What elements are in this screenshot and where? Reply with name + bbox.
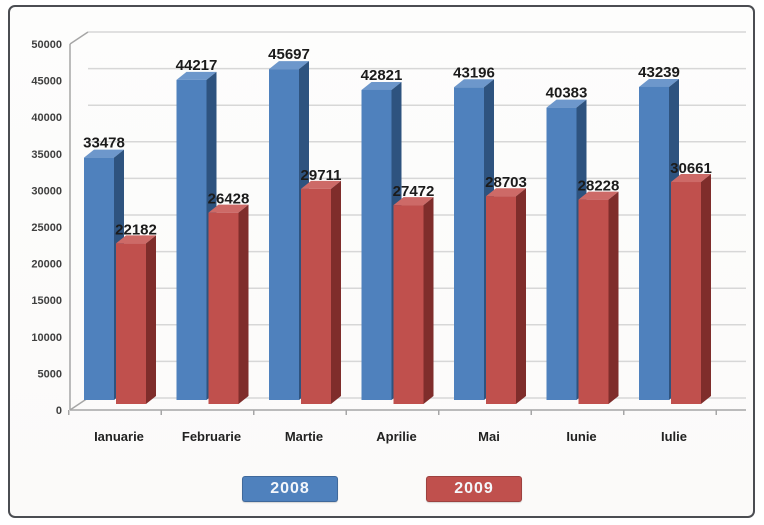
bar-2009-martie-top — [301, 180, 341, 189]
x-axis-label-iunie: Iunie — [566, 429, 596, 444]
data-label-2009-mai: 28703 — [485, 174, 527, 191]
data-label-2008-aprilie: 42821 — [361, 67, 403, 84]
data-label-2009-iunie: 28228 — [578, 178, 620, 195]
bar-2008-mai — [454, 87, 484, 401]
bar-2009-iulie-top — [671, 174, 711, 183]
bar-2009-ianuarie-top — [116, 235, 156, 244]
bar-2008-iunie-top — [546, 99, 587, 108]
x-axis-label-ianuarie: Ianuarie — [94, 429, 144, 444]
data-label-2008-iunie: 40383 — [546, 85, 588, 102]
data-label-2008-februarie: 44217 — [176, 57, 218, 74]
data-label-2009-iulie: 30661 — [670, 160, 712, 177]
x-axis-label-martie: Martie — [285, 429, 323, 444]
bar-2009-mai-top — [486, 188, 526, 197]
bar-2009-aprilie-top — [393, 197, 434, 206]
legend-item-2009: 2009 — [426, 476, 522, 502]
bar-2009-iunie-top — [578, 191, 619, 200]
bar-2009-aprilie-side — [423, 197, 434, 404]
bar-2008-martie — [269, 69, 299, 400]
chart-legend: 2008 2009 — [0, 476, 764, 502]
y-axis-label: 35000 — [31, 149, 62, 161]
bar-2008-iulie-top — [639, 78, 679, 87]
bar-2008-iunie — [546, 107, 577, 401]
bar-2009-ianuarie-side — [146, 235, 156, 404]
data-label-2009-aprilie: 27472 — [393, 183, 435, 200]
bar-2008-ianuarie-top — [84, 149, 124, 158]
legend-label-2008: 2008 — [270, 480, 310, 497]
bar-2009-martie-side — [331, 180, 341, 404]
bar-2008-iulie — [639, 86, 669, 400]
y-axis-label: 50000 — [31, 39, 62, 51]
y-axis-label: 45000 — [31, 76, 62, 88]
y-axis-label: 20000 — [31, 259, 62, 271]
bar-2009-februarie — [208, 212, 239, 404]
bar-2009-februarie-side — [238, 204, 249, 404]
data-label-2008-mai: 43196 — [453, 64, 495, 81]
bar-chart: 0 5000 10000 15000 20000 25000 30000 35000 40000… — [31, 31, 746, 444]
bar-2008-februarie-top — [176, 71, 217, 80]
y-axis-label: 0 — [56, 405, 62, 417]
x-axis-label-aprilie: Aprilie — [376, 429, 416, 444]
bar-2008-februarie — [176, 79, 207, 400]
bar-2009-aprilie — [393, 205, 424, 404]
bar-2008-aprilie-top — [361, 81, 402, 90]
bar-2008-aprilie — [361, 89, 392, 401]
bar-2009-iulie — [671, 182, 701, 404]
bar-2009-iunie — [578, 199, 609, 404]
data-label-2008-martie: 45697 — [268, 46, 310, 63]
bar-2009-iunie-side — [608, 191, 619, 404]
y-axis-label: 25000 — [31, 222, 62, 234]
bar-2009-ianuarie — [116, 243, 146, 404]
bar-2008-mai-top — [454, 79, 494, 88]
data-label-2008-iulie: 43239 — [638, 64, 680, 81]
data-label-2009-februarie: 26428 — [208, 191, 250, 208]
bar-2009-iulie-side — [701, 174, 711, 404]
y-axis-label: 40000 — [31, 112, 62, 124]
x-axis-label-februarie: Februarie — [182, 429, 241, 444]
x-axis-label-iulie: Iulie — [661, 429, 687, 444]
y-axis-label: 5000 — [38, 368, 62, 380]
y-axis-label: 15000 — [31, 295, 62, 307]
bar-2009-mai — [486, 196, 516, 404]
wall-top-edge — [69, 31, 89, 45]
legend-item-2008: 2008 — [242, 476, 338, 502]
bar-2009-februarie-top — [208, 204, 249, 213]
bar-2009-mai-side — [516, 188, 526, 404]
legend-label-2009: 2009 — [454, 480, 494, 497]
x-axis-label-mai: Mai — [478, 429, 500, 444]
bar-2008-martie-top — [269, 61, 309, 70]
data-label-2009-martie: 29711 — [301, 167, 342, 184]
bar-2008-ianuarie — [84, 157, 114, 400]
y-axis-label: 10000 — [31, 332, 62, 344]
y-axis-label: 30000 — [31, 185, 62, 197]
bar-2009-martie — [301, 188, 331, 404]
data-label-2009-ianuarie: 22182 — [115, 221, 157, 238]
data-label-2008-ianuarie: 33478 — [83, 135, 125, 152]
